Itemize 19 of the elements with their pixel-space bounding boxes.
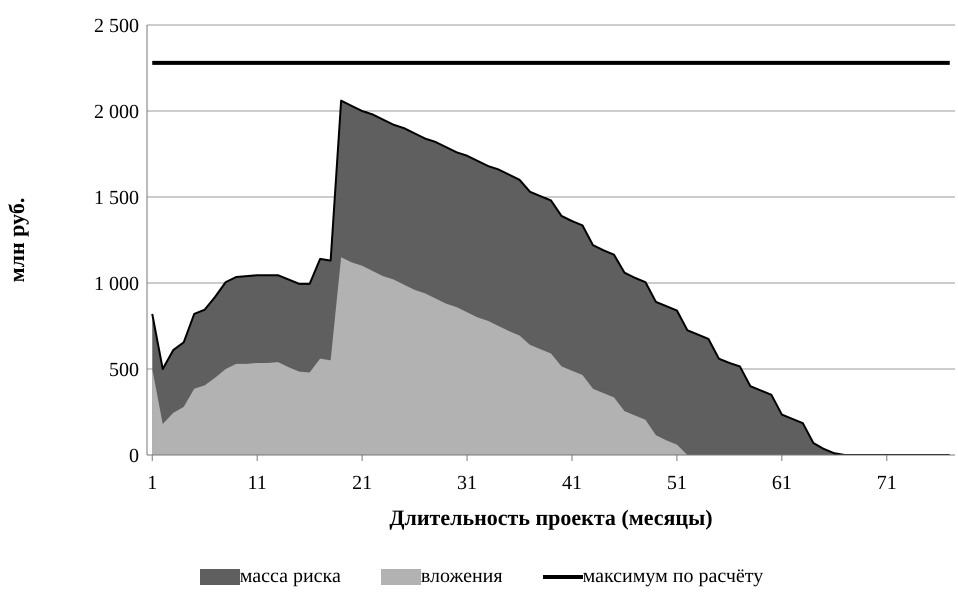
legend-label: вложения xyxy=(420,565,503,588)
x-tick-label: 51 xyxy=(666,472,687,494)
y-tick-label: 1 000 xyxy=(94,273,139,296)
x-tick-label: 21 xyxy=(352,472,372,494)
y-tick-label: 500 xyxy=(109,359,139,382)
legend-label: максимум по расчёту xyxy=(582,565,764,588)
x-tick-label: 1 xyxy=(147,472,158,494)
x-tick-label: 11 xyxy=(248,472,267,494)
legend-label: масса риска xyxy=(240,565,341,588)
x-tick-label: 41 xyxy=(562,472,582,494)
y-tick-label: 2 500 xyxy=(94,15,139,38)
y-tick-label: 1 500 xyxy=(94,187,139,210)
x-tick-label: 61 xyxy=(772,472,792,494)
y-axis-title: млн руб. xyxy=(4,198,29,282)
y-tick-label: 0 xyxy=(129,445,139,468)
x-axis-title: Длительность проекта (месяцы) xyxy=(389,505,713,530)
x-tick-label: 31 xyxy=(457,472,478,494)
x-tick-label: 71 xyxy=(876,472,897,494)
y-tick-label: 2 000 xyxy=(94,101,139,124)
